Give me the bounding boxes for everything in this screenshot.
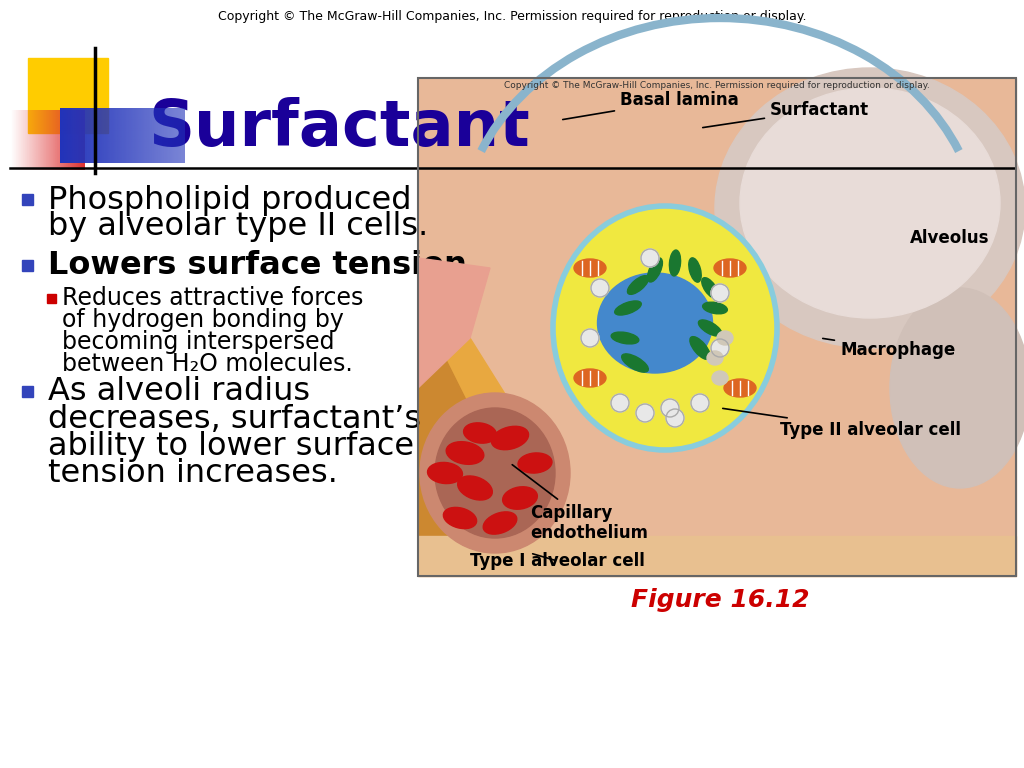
Ellipse shape xyxy=(622,354,648,372)
Bar xyxy=(418,78,1016,576)
Circle shape xyxy=(641,249,659,267)
Bar xyxy=(28,58,108,133)
Ellipse shape xyxy=(628,276,648,294)
Circle shape xyxy=(581,329,599,347)
Text: ability to lower surface: ability to lower surface xyxy=(48,431,414,462)
Ellipse shape xyxy=(714,259,746,277)
Bar xyxy=(47,294,56,303)
Polygon shape xyxy=(418,358,490,576)
Circle shape xyxy=(711,284,729,302)
Ellipse shape xyxy=(712,371,728,385)
Ellipse shape xyxy=(574,259,606,277)
Bar xyxy=(22,386,33,397)
Circle shape xyxy=(691,394,709,412)
Ellipse shape xyxy=(698,320,722,336)
Ellipse shape xyxy=(689,258,701,282)
Text: As alveoli radius: As alveoli radius xyxy=(48,376,310,408)
Text: Alveolus: Alveolus xyxy=(910,229,989,247)
Ellipse shape xyxy=(503,487,538,509)
Text: Figure 16.12: Figure 16.12 xyxy=(631,588,809,612)
Text: Macrophage: Macrophage xyxy=(822,339,955,359)
Ellipse shape xyxy=(670,250,681,276)
Ellipse shape xyxy=(435,408,555,538)
Ellipse shape xyxy=(555,208,775,448)
Bar xyxy=(22,194,33,205)
Text: Lowers surface tension.: Lowers surface tension. xyxy=(48,250,479,282)
Ellipse shape xyxy=(611,332,639,344)
Ellipse shape xyxy=(715,68,1024,348)
Circle shape xyxy=(666,409,684,427)
Ellipse shape xyxy=(724,379,756,397)
Text: Reduces attractive forces: Reduces attractive forces xyxy=(62,286,364,310)
Text: becoming interspersed: becoming interspersed xyxy=(62,330,335,354)
Circle shape xyxy=(611,394,629,412)
Ellipse shape xyxy=(702,302,727,314)
Ellipse shape xyxy=(707,351,723,365)
Bar xyxy=(418,536,1016,576)
Ellipse shape xyxy=(492,426,528,450)
Text: by alveolar type II cells.: by alveolar type II cells. xyxy=(48,211,428,243)
Text: Copyright © The McGraw-Hill Companies, Inc. Permission required for reproduction: Copyright © The McGraw-Hill Companies, I… xyxy=(218,10,806,23)
Ellipse shape xyxy=(518,453,552,473)
Ellipse shape xyxy=(443,508,476,528)
Ellipse shape xyxy=(446,442,483,465)
Ellipse shape xyxy=(740,88,1000,318)
Ellipse shape xyxy=(614,301,641,315)
Ellipse shape xyxy=(690,336,710,359)
Ellipse shape xyxy=(890,288,1024,488)
Ellipse shape xyxy=(717,331,733,345)
Text: Surfactant: Surfactant xyxy=(702,101,869,127)
Text: Basal lamina: Basal lamina xyxy=(563,91,738,120)
Ellipse shape xyxy=(464,423,497,443)
Circle shape xyxy=(711,339,729,357)
Text: Surfactant: Surfactant xyxy=(148,97,529,159)
Bar xyxy=(22,260,33,271)
Ellipse shape xyxy=(428,462,463,484)
Bar xyxy=(418,78,1016,576)
Text: Capillary
endothelium: Capillary endothelium xyxy=(512,465,648,542)
Text: between H₂O molecules.: between H₂O molecules. xyxy=(62,352,352,376)
Ellipse shape xyxy=(597,273,713,373)
Circle shape xyxy=(636,404,654,422)
Ellipse shape xyxy=(483,511,517,534)
Polygon shape xyxy=(418,338,520,576)
Text: tension increases.: tension increases. xyxy=(48,458,338,488)
Text: decreases, surfactant’s: decreases, surfactant’s xyxy=(48,403,421,435)
Ellipse shape xyxy=(701,278,718,298)
Circle shape xyxy=(591,279,609,297)
Ellipse shape xyxy=(647,258,663,282)
Ellipse shape xyxy=(420,393,570,553)
Text: Copyright © The McGraw-Hill Companies, Inc. Permission required for reproduction: Copyright © The McGraw-Hill Companies, I… xyxy=(504,81,930,90)
Ellipse shape xyxy=(458,476,493,500)
Circle shape xyxy=(662,399,679,417)
Text: Phospholipid produced: Phospholipid produced xyxy=(48,184,412,216)
Polygon shape xyxy=(418,258,490,388)
Ellipse shape xyxy=(574,369,606,387)
Text: Type II alveolar cell: Type II alveolar cell xyxy=(723,409,961,439)
Text: of hydrogen bonding by: of hydrogen bonding by xyxy=(62,308,344,332)
Text: Type I alveolar cell: Type I alveolar cell xyxy=(470,552,645,570)
